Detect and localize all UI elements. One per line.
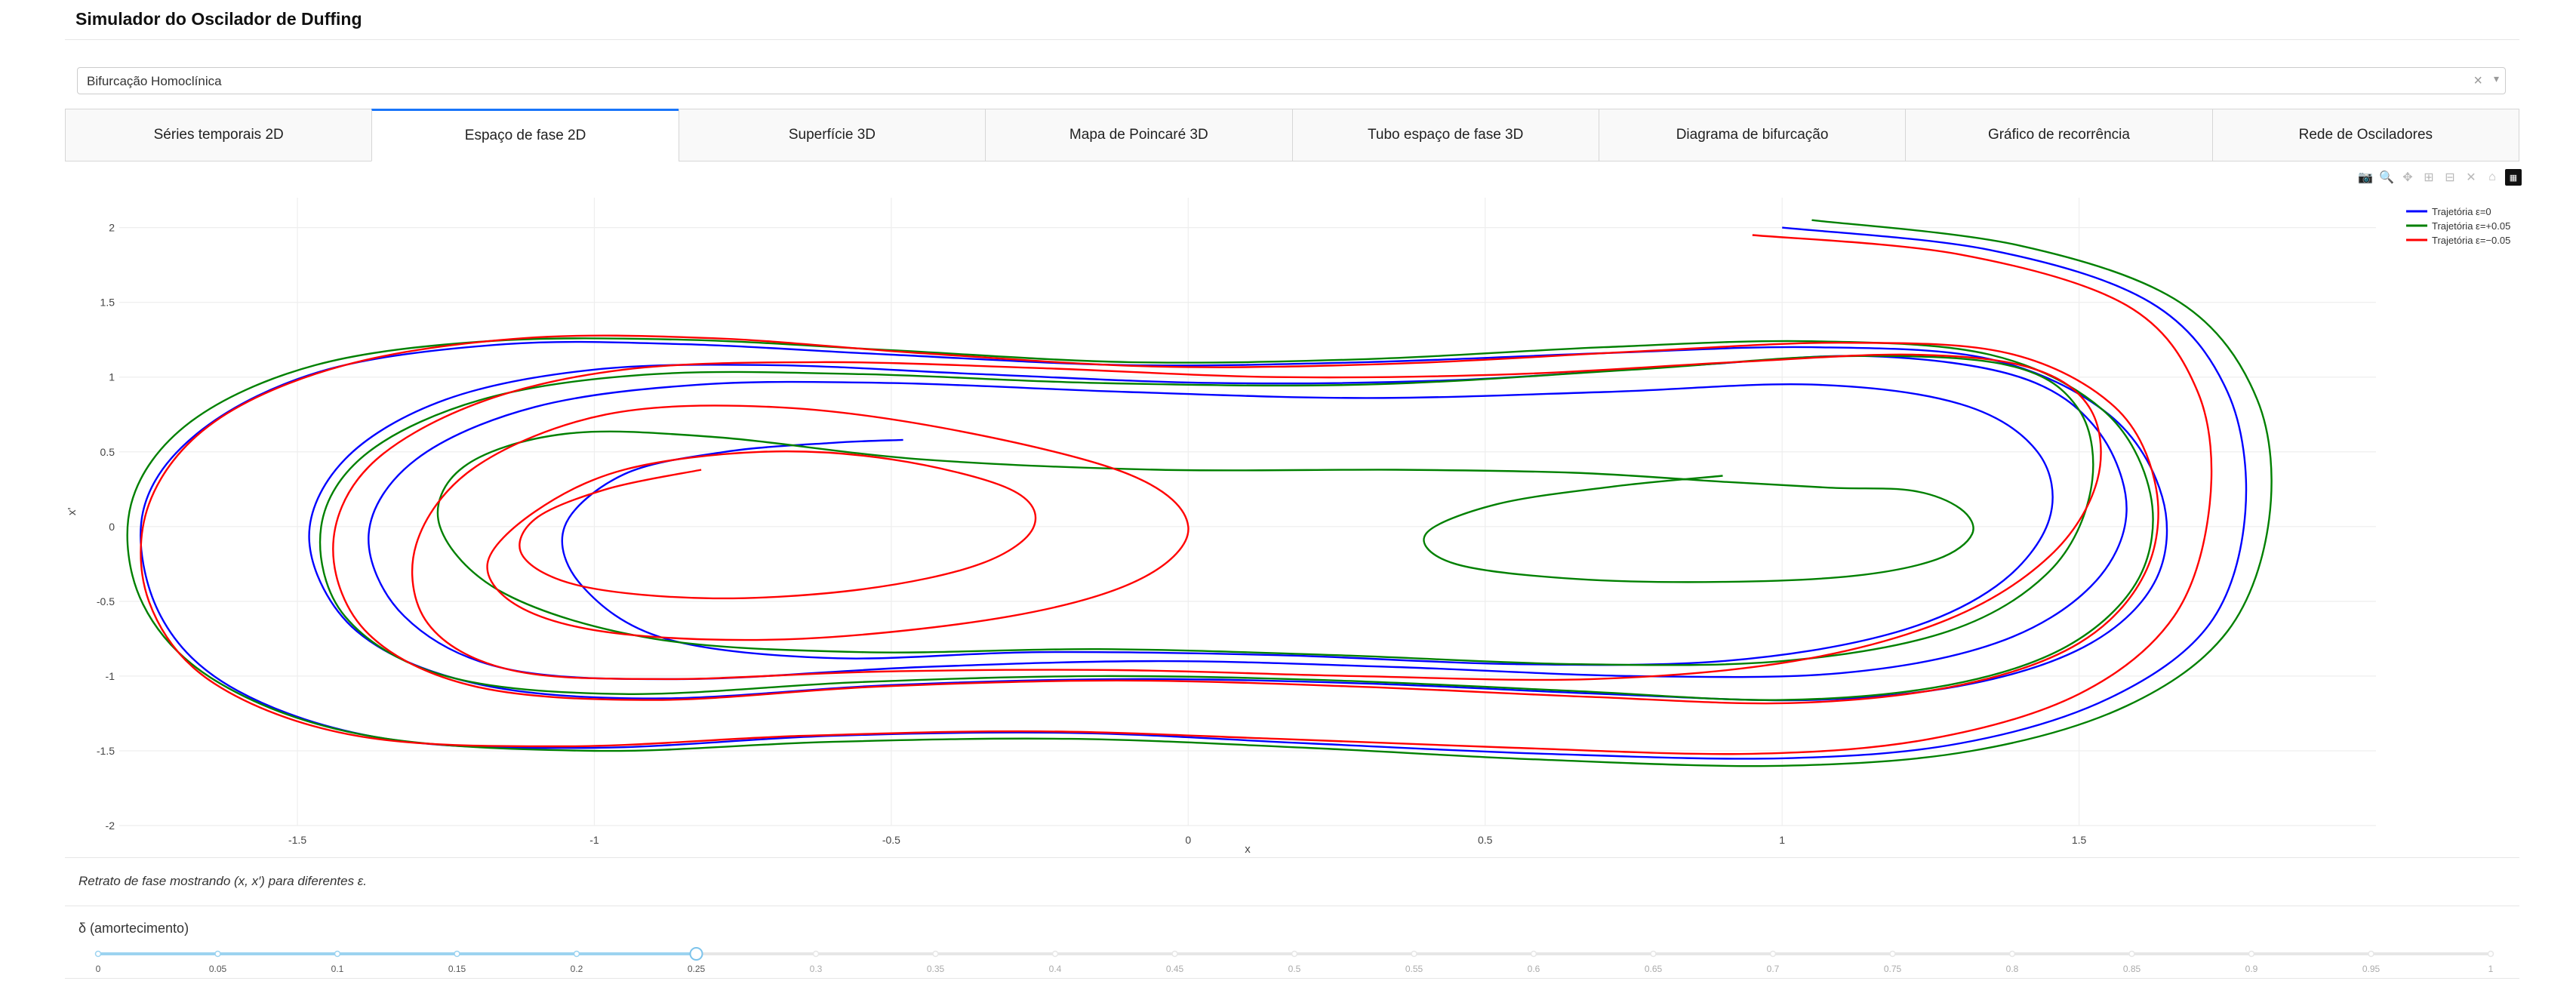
clear-icon[interactable]: × (2473, 72, 2482, 89)
x-tick-label: 0 (1185, 834, 1191, 846)
zoom-icon[interactable]: 🔍 (2379, 171, 2394, 184)
tab-espa-o-de-fase-2d[interactable]: Espaço de fase 2D (371, 109, 679, 161)
x-tick-label: 1 (1779, 834, 1785, 846)
y-tick-label: 1 (109, 371, 115, 383)
zoom-in-icon[interactable]: ⊞ (2424, 171, 2434, 184)
y-tick-label: 2 (109, 222, 115, 234)
scenario-dropdown[interactable]: Bifurcação Homoclínica × ▾ (77, 67, 2506, 94)
x-tick-label: 0.5 (1478, 834, 1493, 846)
chart-caption: Retrato de fase mostrando (x, x′) para d… (78, 874, 368, 888)
tab-superf-cie-3d[interactable]: Superfície 3D (678, 109, 986, 161)
tab-s-ries-temporais-2d[interactable]: Séries temporais 2D (65, 109, 373, 161)
y-tick-label: 0 (109, 521, 115, 533)
zoom-out-icon[interactable]: ⊟ (2445, 171, 2455, 184)
legend-item-label: Trajetória ε=0 (2432, 206, 2491, 217)
camera-icon[interactable]: 📷 (2358, 171, 2373, 184)
chevron-down-icon[interactable]: ▾ (2493, 72, 2499, 85)
y-tick-label: -1 (106, 670, 115, 682)
home-icon[interactable]: ⌂ (2488, 171, 2496, 183)
damping-slider-label: δ (amortecimento) (78, 921, 189, 936)
app-title: Simulador do Oscilador de Duffing (75, 9, 362, 29)
tab-mapa-de-poincar-3d[interactable]: Mapa de Poincaré 3D (985, 109, 1293, 161)
legend-item-label: Trajetória ε=−0.05 (2432, 235, 2510, 246)
tab-diagrama-de-bifurca-o[interactable]: Diagrama de bifurcação (1598, 109, 1907, 161)
bottom-divider (65, 978, 2519, 979)
dropdown-selected-value: Bifurcação Homoclínica (87, 74, 222, 88)
x-axis-label: x (1245, 843, 1251, 856)
plotly-logo-icon[interactable]: ▦ (2505, 169, 2522, 186)
y-axis-label: x' (66, 507, 78, 515)
x-tick-label: -0.5 (882, 834, 900, 846)
autoscale-icon[interactable]: ✕ (2466, 171, 2476, 184)
chart-legend[interactable]: Trajetória ε=0 Trajetória ε=+0.05 Trajetór… (2406, 206, 2510, 246)
plot-modebar: 📷 🔍 ✥ ⊞ ⊟ ✕ ⌂ ▦ (2357, 169, 2522, 186)
series-line-1[interactable] (126, 219, 2273, 767)
y-tick-label: -1.5 (97, 745, 115, 757)
pan-icon[interactable]: ✥ (2402, 171, 2413, 184)
legend-item-label: Trajetória ε=+0.05 (2432, 220, 2510, 232)
x-tick-label: 1.5 (2072, 834, 2087, 846)
chart-bottom-divider (65, 857, 2519, 858)
tab-bar: Séries temporais 2D Espaço de fase 2D Supe… (65, 109, 2519, 161)
grid-lines (119, 198, 2376, 826)
y-tick-label: 1.5 (100, 297, 115, 309)
top-divider (65, 39, 2519, 40)
y-tick-label: -0.5 (97, 595, 115, 607)
x-tick-label: -1 (589, 834, 599, 846)
tab-rede-de-osciladores[interactable]: Rede de Osciladores (2211, 109, 2519, 161)
y-tick-label: -2 (106, 820, 115, 832)
tab-tubo-espa-o-de-fase-3d[interactable]: Tubo espaço de fase 3D (1291, 109, 1599, 161)
x-tick-label: -1.5 (288, 834, 306, 846)
y-tick-label: 0.5 (100, 446, 115, 458)
tab-gr-fico-de-recorr-ncia[interactable]: Gráfico de recorrência (1905, 109, 2213, 161)
series-line-2[interactable] (140, 234, 2213, 755)
